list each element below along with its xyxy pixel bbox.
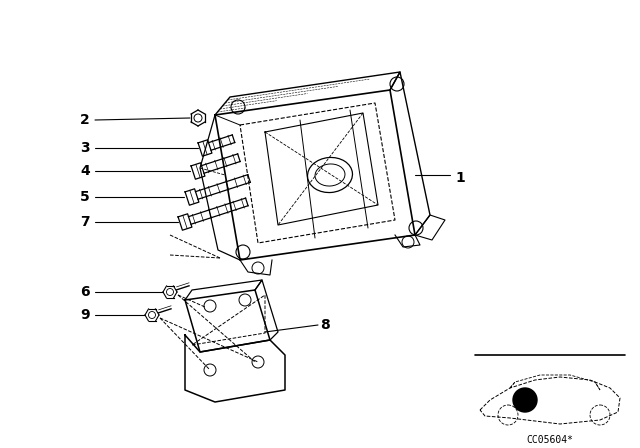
Text: 4: 4 <box>80 164 90 178</box>
Text: 1: 1 <box>455 171 465 185</box>
Text: 7: 7 <box>81 215 90 229</box>
Text: 2: 2 <box>80 113 90 127</box>
Text: 5: 5 <box>80 190 90 204</box>
Text: CC05604*: CC05604* <box>527 435 573 445</box>
Text: 9: 9 <box>81 308 90 322</box>
Circle shape <box>513 388 537 412</box>
Text: 3: 3 <box>81 141 90 155</box>
Text: 8: 8 <box>320 318 330 332</box>
Text: 6: 6 <box>81 285 90 299</box>
